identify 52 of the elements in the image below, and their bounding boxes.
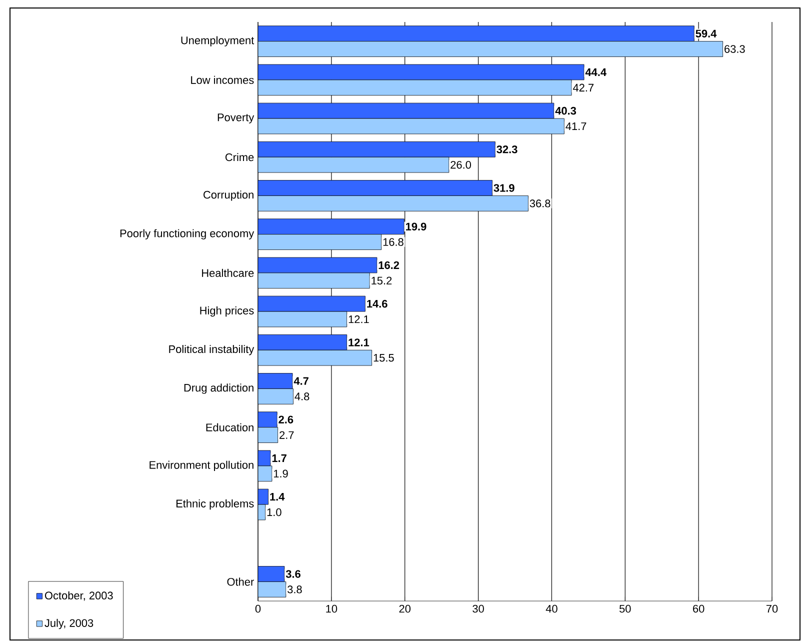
y-tick-label: Other	[227, 578, 254, 586]
data-label: 12.1	[348, 338, 370, 346]
y-tick-label: Education	[206, 423, 254, 432]
x-tick-label: 40	[546, 604, 558, 613]
x-tick-label: 20	[399, 604, 411, 613]
data-label: 3.8	[288, 586, 302, 594]
x-tick-label: 70	[766, 604, 778, 613]
y-tick-label: High prices	[200, 306, 254, 317]
y-tick-label: Ethnic problems	[176, 499, 254, 510]
x-tick-label: 50	[619, 604, 631, 613]
data-label: 16.8	[383, 238, 404, 246]
data-label: 4.8	[294, 392, 310, 400]
y-tick-label: Environment pollution	[150, 460, 254, 472]
data-label: 1.7	[272, 454, 286, 462]
x-tick-label: 0	[255, 604, 261, 613]
data-label: 63.3	[724, 45, 745, 53]
y-tick-label: Drug addiction	[184, 384, 254, 394]
data-label: 31.9	[494, 184, 514, 192]
data-label: 44.4	[585, 68, 606, 76]
data-label: 2.7	[280, 431, 294, 439]
data-label: 1.4	[270, 493, 285, 501]
y-tick-label: Political instability	[169, 345, 254, 356]
data-label: 4.7	[294, 377, 308, 385]
y-tick-label: Poorly functioning economy	[120, 229, 254, 240]
data-label: 40.3	[555, 106, 576, 115]
data-label: 59.4	[696, 30, 717, 38]
legend-label: July, 2003	[44, 618, 94, 630]
legend-label: October, 2003	[44, 591, 113, 601]
data-label: 42.7	[572, 84, 594, 92]
data-label: 36.8	[530, 200, 550, 208]
data-label: 41.7	[566, 122, 586, 130]
x-tick-label: 60	[693, 604, 704, 613]
data-label: 19.9	[406, 222, 426, 230]
data-label: 15.2	[372, 276, 392, 285]
y-tick-label: Poverty	[218, 114, 254, 124]
data-label: 1.9	[274, 470, 288, 478]
data-label: 3.6	[286, 570, 300, 578]
y-tick-label: Unemployment	[181, 36, 254, 46]
y-tick-label: Low incomes	[191, 76, 254, 84]
data-label: 15.5	[374, 354, 394, 362]
x-tick-label: 30	[472, 604, 484, 613]
data-label: 16.2	[378, 261, 400, 270]
data-label: 26.0	[450, 160, 471, 169]
y-tick-label: Healthcare	[202, 268, 254, 277]
data-label: 12.1	[348, 315, 369, 324]
data-label: 32.3	[496, 146, 518, 154]
y-tick-label: Corruption	[204, 190, 254, 201]
y-tick-label: Crime	[225, 153, 254, 162]
x-tick-label: 10	[326, 604, 338, 613]
data-label: 2.6	[278, 416, 294, 424]
data-label: 1.0	[267, 508, 282, 516]
data-label: 14.6	[367, 300, 388, 308]
